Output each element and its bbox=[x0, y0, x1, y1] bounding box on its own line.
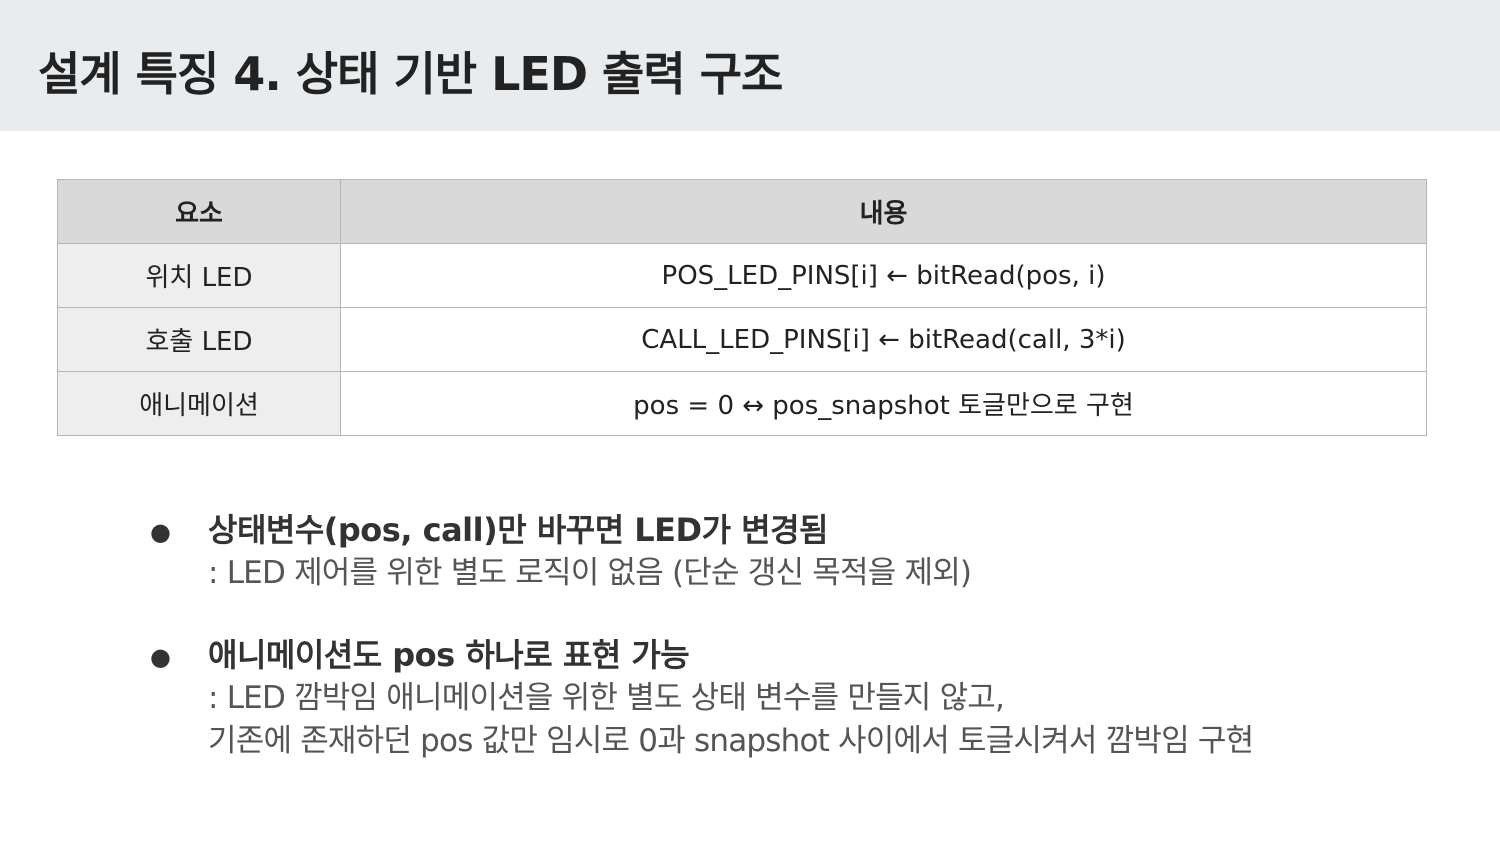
bullet-dot-icon: ● bbox=[150, 643, 171, 671]
bullet-item: ● 상태변수(pos, call)만 바꾸면 LED가 변경됨 : LED 제어… bbox=[148, 508, 1468, 595]
bullet-heading: 상태변수(pos, call)만 바꾸면 LED가 변경됨 bbox=[208, 511, 829, 549]
bullet-detail: : LED 깜박임 애니메이션을 위한 별도 상태 변수를 만들지 않고, bbox=[208, 680, 1005, 716]
bullet-detail: : LED 제어를 위한 별도 로직이 없음 (단순 갱신 목적을 제외) bbox=[208, 555, 972, 591]
row-value: CALL_LED_PINS[i] ← bitRead(call, 3*i) bbox=[340, 307, 1427, 372]
table-row: 애니메이션 pos = 0 ↔ pos_snapshot 토글만으로 구현 bbox=[57, 371, 1427, 436]
bullet-detail: 기존에 존재하던 pos 값만 임시로 0과 snapshot 사이에서 토글시… bbox=[208, 723, 1254, 759]
bullet-item: ● 애니메이션도 pos 하나로 표현 가능 : LED 깜박임 애니메이션을 … bbox=[148, 633, 1468, 763]
bullet-list: ● 상태변수(pos, call)만 바꾸면 LED가 변경됨 : LED 제어… bbox=[148, 508, 1468, 801]
row-value: POS_LED_PINS[i] ← bitRead(pos, i) bbox=[340, 243, 1427, 308]
header-bar: 설계 특징 4. 상태 기반 LED 출력 구조 bbox=[0, 0, 1500, 131]
column-header-element: 요소 bbox=[57, 179, 341, 244]
row-key: 애니메이션 bbox=[57, 371, 341, 436]
row-value: pos = 0 ↔ pos_snapshot 토글만으로 구현 bbox=[340, 371, 1427, 436]
page-title: 설계 특징 4. 상태 기반 LED 출력 구조 bbox=[38, 47, 783, 101]
table-row: 호출 LED CALL_LED_PINS[i] ← bitRead(call, … bbox=[57, 307, 1427, 372]
column-header-content: 내용 bbox=[340, 179, 1427, 244]
row-key: 위치 LED bbox=[57, 243, 341, 308]
bullet-heading: 애니메이션도 pos 하나로 표현 가능 bbox=[208, 636, 690, 674]
spec-table: 요소 내용 위치 LED POS_LED_PINS[i] ← bitRead(p… bbox=[57, 179, 1427, 436]
row-key: 호출 LED bbox=[57, 307, 341, 372]
table-header-row: 요소 내용 bbox=[57, 179, 1427, 244]
bullet-dot-icon: ● bbox=[150, 518, 171, 546]
table-row: 위치 LED POS_LED_PINS[i] ← bitRead(pos, i) bbox=[57, 243, 1427, 308]
